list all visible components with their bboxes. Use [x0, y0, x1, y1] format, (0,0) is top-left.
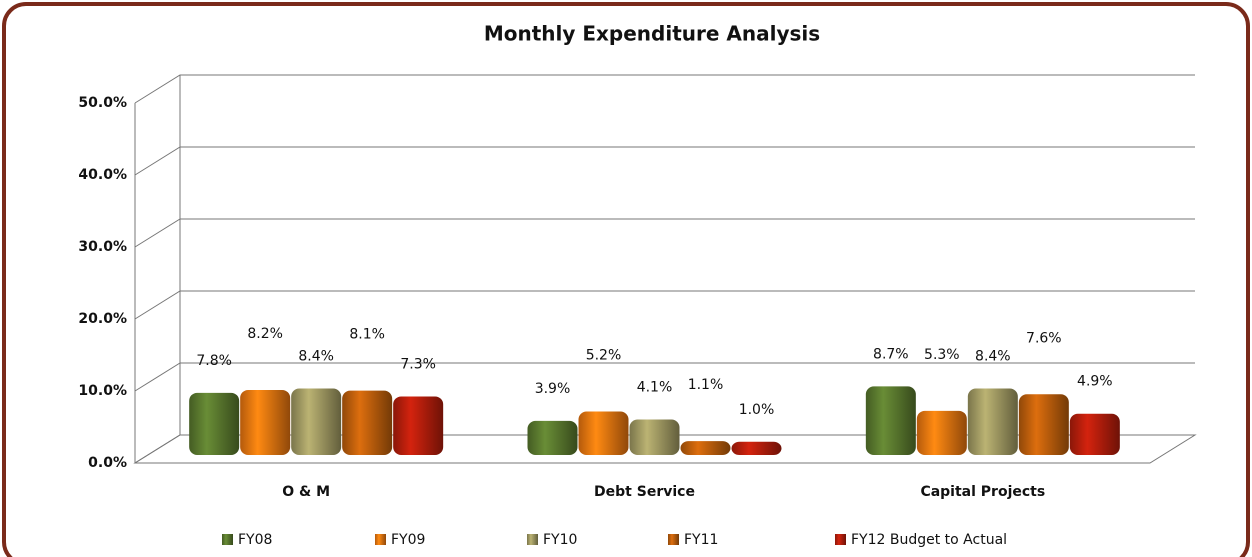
value-label: 1.1% [688, 377, 724, 393]
bar [578, 411, 629, 455]
legend-swatch [527, 534, 538, 545]
chart-title: Monthly Expenditure Analysis [484, 22, 820, 46]
grid-line [134, 146, 1195, 176]
bar [1069, 413, 1120, 455]
bar [342, 390, 393, 455]
value-label: 4.1% [637, 379, 673, 395]
value-label: 4.9% [1077, 374, 1113, 390]
bar [731, 441, 782, 455]
grid-line [134, 362, 1195, 392]
value-label: 7.3% [400, 356, 436, 372]
value-label: 7.8% [196, 353, 232, 369]
bar [1018, 394, 1069, 455]
value-label: 5.3% [924, 347, 960, 363]
bar [680, 441, 731, 455]
y-tick-label: 0.0% [88, 455, 127, 471]
bar [865, 386, 916, 455]
value-label: 8.4% [298, 349, 334, 365]
grid-line [134, 218, 1195, 248]
bar [527, 420, 578, 455]
y-tick-label: 10.0% [78, 383, 127, 399]
legend-label: FY09 [391, 532, 425, 548]
x-tick-label: O & M [282, 484, 330, 500]
value-label: 8.7% [873, 346, 909, 362]
bar [393, 396, 444, 455]
bar [916, 410, 967, 455]
value-label: 1.0% [739, 402, 775, 418]
grid-line [134, 290, 1195, 320]
grid-line [134, 74, 1195, 104]
legend-label: FY12 Budget to Actual [851, 532, 1007, 548]
grid-line [134, 434, 1195, 464]
x-tick-label: Debt Service [594, 484, 695, 500]
legend-label: FY11 [684, 532, 718, 548]
legend-label: FY10 [543, 532, 577, 548]
bar [967, 388, 1018, 455]
y-tick-label: 50.0% [78, 95, 127, 111]
value-label: 7.6% [1026, 330, 1062, 346]
bar [240, 389, 291, 455]
legend-swatch [375, 534, 386, 545]
bar [291, 388, 342, 455]
legend-swatch [222, 534, 233, 545]
value-label: 5.2% [586, 348, 622, 364]
y-tick-label: 20.0% [78, 311, 127, 327]
value-label: 8.1% [349, 327, 385, 343]
value-label: 8.4% [975, 349, 1011, 365]
legend-label: FY08 [238, 532, 272, 548]
value-label: 8.2% [247, 326, 283, 342]
y-tick-label: 40.0% [78, 167, 127, 183]
bar [189, 392, 240, 455]
y-tick-label: 30.0% [78, 239, 127, 255]
legend-swatch [835, 534, 846, 545]
value-label: 3.9% [535, 381, 571, 397]
bar [629, 419, 680, 455]
legend-swatch [668, 534, 679, 545]
x-tick-label: Capital Projects [920, 484, 1045, 500]
